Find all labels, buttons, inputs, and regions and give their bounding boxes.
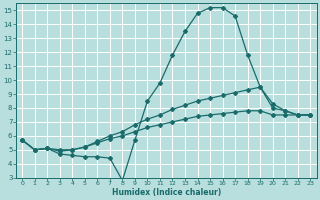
X-axis label: Humidex (Indice chaleur): Humidex (Indice chaleur) [112,188,221,197]
